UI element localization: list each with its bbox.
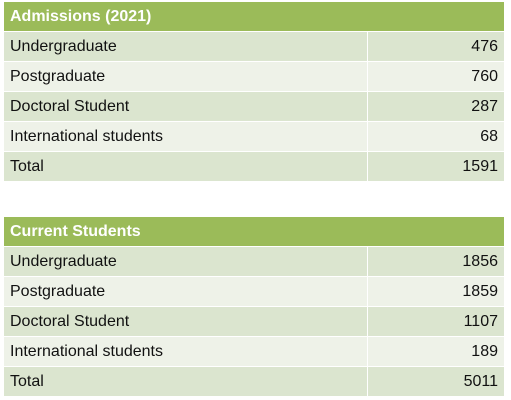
row-value: 5011: [367, 366, 504, 396]
row-value: 1107: [367, 306, 504, 337]
table-row: Doctoral Student 287: [4, 91, 504, 122]
row-label: Total: [4, 366, 368, 396]
current-header-row: Current Students: [4, 217, 504, 247]
row-value: 1591: [367, 151, 504, 181]
row-value: 287: [367, 91, 504, 122]
row-value: 1856: [367, 246, 504, 277]
row-label: International students: [4, 121, 368, 152]
table-row: International students 189: [4, 336, 504, 367]
row-label: Undergraduate: [4, 31, 368, 62]
row-label: Total: [4, 151, 368, 181]
row-label: Undergraduate: [4, 246, 368, 277]
admissions-title: Admissions (2021): [4, 2, 504, 32]
current-title: Current Students: [4, 217, 504, 247]
table-row: Undergraduate 1856: [4, 246, 504, 277]
row-value: 189: [367, 336, 504, 367]
table-row: Postgraduate 1859: [4, 276, 504, 307]
row-label: International students: [4, 336, 368, 367]
admissions-table: Admissions (2021) Undergraduate 476 Post…: [4, 2, 504, 181]
table-row: Undergraduate 476: [4, 31, 504, 62]
table-row: Postgraduate 760: [4, 61, 504, 92]
current-students-table: Current Students Undergraduate 1856 Post…: [4, 217, 504, 396]
total-row: Total 5011: [4, 366, 504, 396]
row-value: 68: [367, 121, 504, 152]
row-label: Postgraduate: [4, 276, 368, 307]
table-row: International students 68: [4, 121, 504, 152]
admissions-header-row: Admissions (2021): [4, 2, 504, 32]
row-value: 760: [367, 61, 504, 92]
row-label: Doctoral Student: [4, 91, 368, 122]
row-label: Doctoral Student: [4, 306, 368, 337]
row-value: 476: [367, 31, 504, 62]
table-row: Doctoral Student 1107: [4, 306, 504, 337]
row-value: 1859: [367, 276, 504, 307]
total-row: Total 1591: [4, 151, 504, 181]
row-label: Postgraduate: [4, 61, 368, 92]
